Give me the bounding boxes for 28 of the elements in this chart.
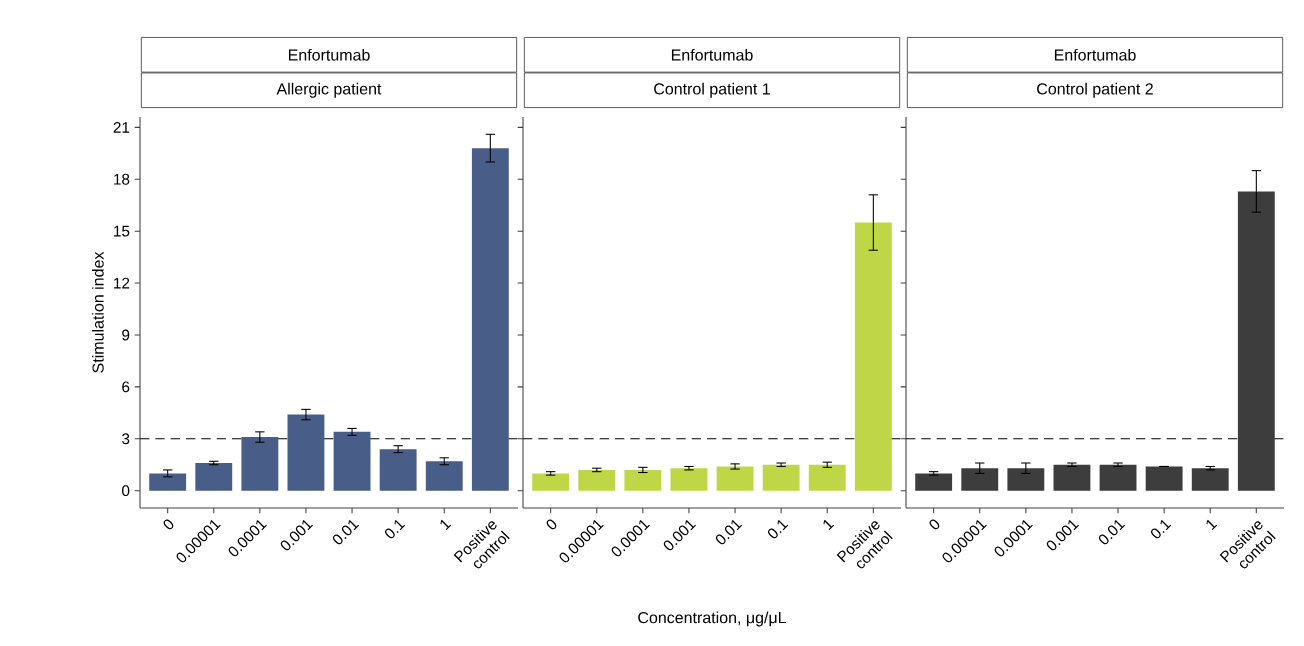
chart-title: Enfortumab [671,48,753,61]
chart-subtitle: Control patient 2 [1037,82,1153,98]
x-tick-label: 0.01 [1098,519,1126,545]
y-tick-label: 9 [122,329,130,341]
y-tick-label: 18 [114,173,130,185]
x-tick-label: 0 [546,519,557,530]
chart-title: Enfortumab [1054,48,1136,61]
y-axis-title: Stimulation index [92,251,104,373]
y-tick-label: 6 [122,381,130,393]
x-tick-label: 0.01 [715,519,743,545]
y-tick-label: 3 [122,433,130,445]
y-tick-label: 0 [122,485,130,497]
x-tick-label: 0.01 [332,519,360,545]
x-tick-label: 0 [163,519,174,530]
x-tick-label: 0.1 [385,519,406,539]
chart-subtitle: Control patient 1 [654,82,770,98]
x-axis-title: Concentration, μg/μL [638,611,787,627]
y-tick-label: 12 [114,277,130,289]
x-tick-label: 1 [1206,519,1218,531]
x-tick-label: 1 [440,519,452,531]
x-tick-label: 0 [929,519,940,530]
x-tick-label: 0.1 [1151,519,1172,539]
chart-title: Enfortumab [288,48,370,61]
y-tick-label: 21 [113,122,130,133]
y-tick-label: 15 [114,225,130,237]
x-tick-label: 1 [823,519,835,531]
chart-subtitle: Allergic patient [276,82,382,98]
x-tick-label: 0.1 [768,519,789,539]
